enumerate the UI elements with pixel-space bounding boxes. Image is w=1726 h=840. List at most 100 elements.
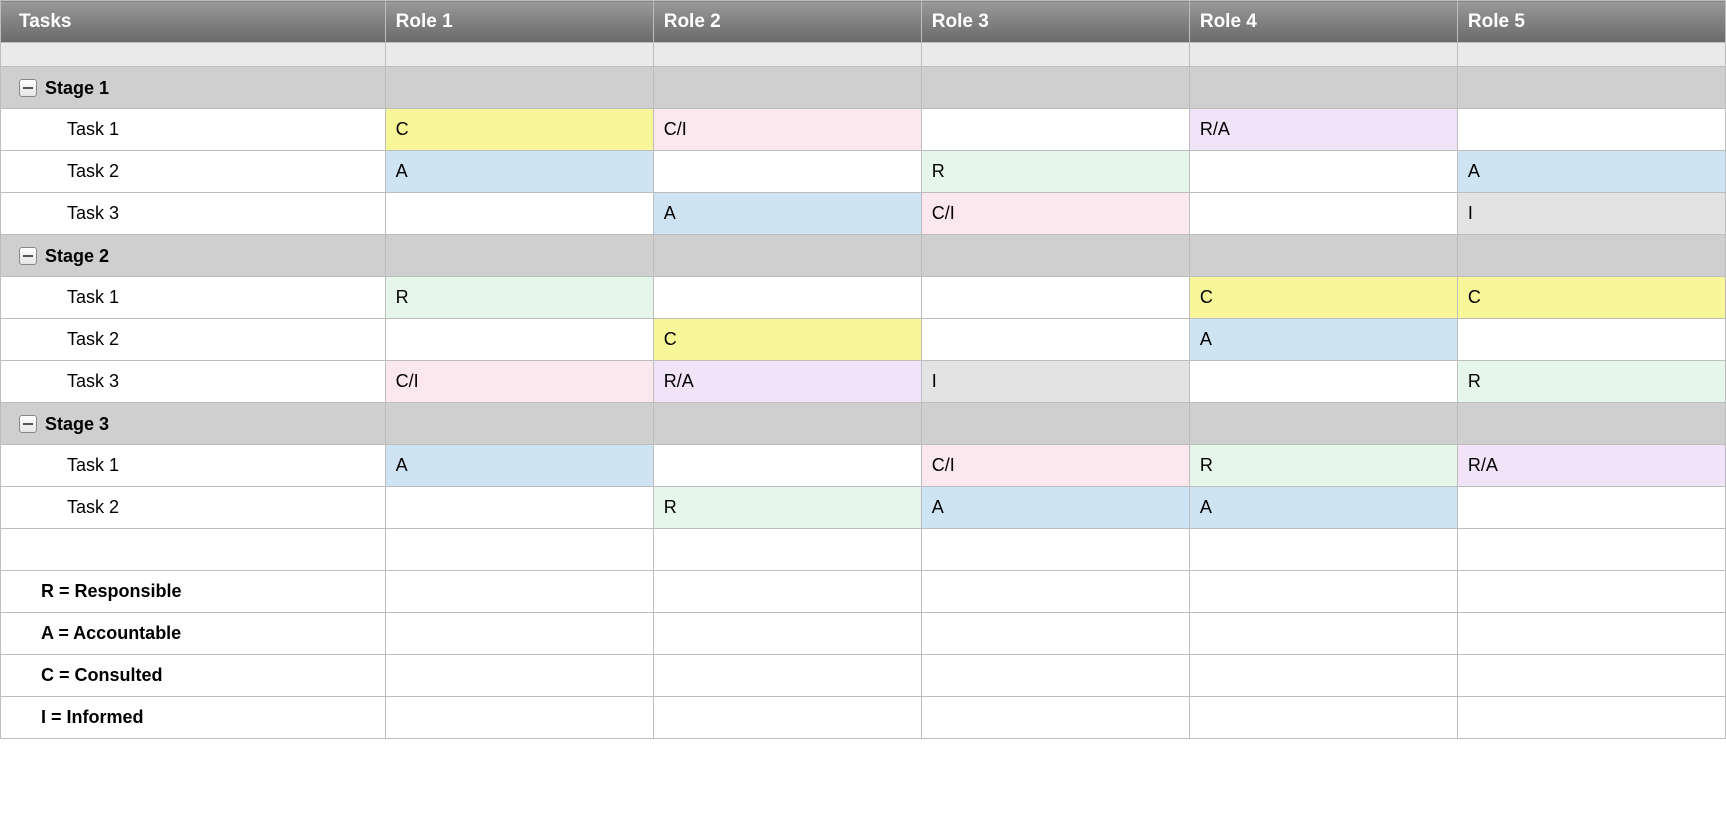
raci-cell[interactable] bbox=[385, 193, 653, 235]
collapse-icon[interactable] bbox=[19, 79, 37, 97]
stage-empty bbox=[1457, 403, 1725, 445]
task-row: Task 2RAA bbox=[1, 487, 1726, 529]
raci-cell[interactable]: R bbox=[1189, 445, 1457, 487]
stage-empty bbox=[1457, 235, 1725, 277]
task-name-cell[interactable]: Task 1 bbox=[1, 109, 386, 151]
task-name: Task 2 bbox=[67, 161, 119, 181]
legend-label: C = Consulted bbox=[1, 655, 386, 697]
empty-cell bbox=[1189, 571, 1457, 613]
header-role-1[interactable]: Role 1 bbox=[385, 1, 653, 43]
raci-cell[interactable] bbox=[1189, 361, 1457, 403]
raci-cell[interactable]: R bbox=[653, 487, 921, 529]
raci-cell[interactable]: R bbox=[385, 277, 653, 319]
raci-cell[interactable]: C bbox=[1457, 277, 1725, 319]
collapse-icon[interactable] bbox=[19, 415, 37, 433]
raci-cell[interactable]: C/I bbox=[385, 361, 653, 403]
raci-cell[interactable] bbox=[921, 109, 1189, 151]
stage-label-cell[interactable]: Stage 1 bbox=[1, 67, 386, 109]
raci-table: Tasks Role 1 Role 2 Role 3 Role 4 Role 5… bbox=[0, 0, 1726, 739]
raci-cell[interactable]: A bbox=[385, 445, 653, 487]
raci-cell[interactable] bbox=[1457, 487, 1725, 529]
task-name: Task 1 bbox=[67, 455, 119, 475]
task-name-cell[interactable]: Task 1 bbox=[1, 445, 386, 487]
raci-cell[interactable]: A bbox=[385, 151, 653, 193]
legend-text: I = Informed bbox=[41, 707, 144, 727]
raci-cell[interactable]: R bbox=[1457, 361, 1725, 403]
raci-cell[interactable] bbox=[385, 487, 653, 529]
task-row: Task 1R CC bbox=[1, 277, 1726, 319]
header-tasks[interactable]: Tasks bbox=[1, 1, 386, 43]
raci-cell[interactable]: A bbox=[1189, 487, 1457, 529]
stage-label-cell[interactable]: Stage 3 bbox=[1, 403, 386, 445]
empty-cell bbox=[653, 571, 921, 613]
filter-cell[interactable] bbox=[921, 43, 1189, 67]
empty-cell bbox=[653, 613, 921, 655]
legend-label: A = Accountable bbox=[1, 613, 386, 655]
empty-cell bbox=[1457, 655, 1725, 697]
raci-cell[interactable]: A bbox=[1457, 151, 1725, 193]
raci-cell[interactable]: C bbox=[653, 319, 921, 361]
stage-label-cell[interactable]: Stage 2 bbox=[1, 235, 386, 277]
stage-empty bbox=[653, 235, 921, 277]
task-name-cell[interactable]: Task 2 bbox=[1, 487, 386, 529]
legend-label: I = Informed bbox=[1, 697, 386, 739]
legend-row: R = Responsible bbox=[1, 571, 1726, 613]
raci-cell[interactable]: I bbox=[921, 361, 1189, 403]
header-role-4[interactable]: Role 4 bbox=[1189, 1, 1457, 43]
stage-empty bbox=[385, 67, 653, 109]
raci-cell[interactable]: C/I bbox=[921, 193, 1189, 235]
filter-cell[interactable] bbox=[653, 43, 921, 67]
raci-cell[interactable] bbox=[1457, 109, 1725, 151]
collapse-icon[interactable] bbox=[19, 247, 37, 265]
filter-cell[interactable] bbox=[1457, 43, 1725, 67]
task-row: Task 1CC/I R/A bbox=[1, 109, 1726, 151]
filter-row bbox=[1, 43, 1726, 67]
stage-row: Stage 2 bbox=[1, 235, 1726, 277]
raci-cell[interactable]: R/A bbox=[1189, 109, 1457, 151]
stage-empty bbox=[1457, 67, 1725, 109]
raci-cell[interactable] bbox=[1457, 319, 1725, 361]
empty-cell bbox=[385, 655, 653, 697]
filter-cell[interactable] bbox=[385, 43, 653, 67]
raci-cell[interactable]: I bbox=[1457, 193, 1725, 235]
task-name-cell[interactable]: Task 2 bbox=[1, 319, 386, 361]
raci-cell[interactable] bbox=[385, 319, 653, 361]
raci-cell[interactable]: R/A bbox=[1457, 445, 1725, 487]
header-role-3[interactable]: Role 3 bbox=[921, 1, 1189, 43]
raci-cell[interactable]: C/I bbox=[653, 109, 921, 151]
raci-cell[interactable] bbox=[653, 445, 921, 487]
raci-cell[interactable] bbox=[1189, 193, 1457, 235]
raci-cell[interactable] bbox=[653, 277, 921, 319]
raci-cell[interactable]: A bbox=[921, 487, 1189, 529]
raci-cell[interactable] bbox=[921, 277, 1189, 319]
task-name-cell[interactable]: Task 3 bbox=[1, 193, 386, 235]
empty-cell bbox=[385, 697, 653, 739]
raci-body: Stage 1Task 1CC/IR/ATask 2ARATask 3AC/II… bbox=[1, 43, 1726, 739]
raci-cell[interactable]: A bbox=[1189, 319, 1457, 361]
stage-empty bbox=[385, 403, 653, 445]
task-name-cell[interactable]: Task 2 bbox=[1, 151, 386, 193]
raci-cell[interactable]: C bbox=[385, 109, 653, 151]
header-role-5[interactable]: Role 5 bbox=[1457, 1, 1725, 43]
raci-cell[interactable] bbox=[921, 319, 1189, 361]
header-role-2[interactable]: Role 2 bbox=[653, 1, 921, 43]
legend-row: A = Accountable bbox=[1, 613, 1726, 655]
task-name-cell[interactable]: Task 3 bbox=[1, 361, 386, 403]
empty-cell bbox=[653, 529, 921, 571]
raci-cell[interactable]: A bbox=[653, 193, 921, 235]
legend-text: C = Consulted bbox=[41, 665, 163, 685]
raci-cell[interactable] bbox=[653, 151, 921, 193]
filter-cell[interactable] bbox=[1, 43, 386, 67]
task-row: Task 3C/IR/AI R bbox=[1, 361, 1726, 403]
legend-text: R = Responsible bbox=[41, 581, 182, 601]
raci-cell[interactable]: C/I bbox=[921, 445, 1189, 487]
raci-cell[interactable]: C bbox=[1189, 277, 1457, 319]
task-name-cell[interactable]: Task 1 bbox=[1, 277, 386, 319]
raci-cell[interactable]: R bbox=[921, 151, 1189, 193]
stage-label: Stage 3 bbox=[45, 413, 109, 433]
raci-cell[interactable]: R/A bbox=[653, 361, 921, 403]
task-row: Task 2 C A bbox=[1, 319, 1726, 361]
stage-empty bbox=[921, 403, 1189, 445]
raci-cell[interactable] bbox=[1189, 151, 1457, 193]
filter-cell[interactable] bbox=[1189, 43, 1457, 67]
